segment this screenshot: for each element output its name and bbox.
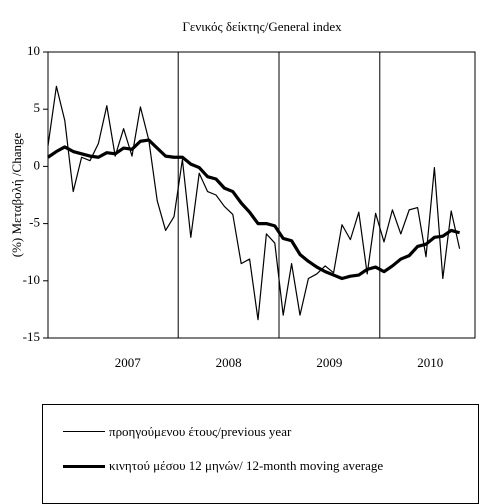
x-tick-label: 2008 — [216, 355, 242, 370]
legend-label: κινητού μέσου 12 μηνών/ 12-month moving … — [109, 458, 384, 473]
legend-swatch — [63, 465, 105, 469]
y-axis-label: (%) Μεταβολή /Change — [9, 133, 24, 258]
y-tick-label: 5 — [34, 100, 41, 115]
legend-entry: προηγούμενου έτους/previous year — [63, 423, 409, 440]
y-tick-label: 0 — [34, 157, 41, 172]
chart: Γενικός δείκτης/General index (%) Μεταβο… — [9, 19, 476, 370]
y-tick-label: -15 — [23, 329, 40, 344]
x-tick-label: 2010 — [417, 355, 443, 370]
y-tick-label: -10 — [23, 272, 40, 287]
x-tick-label: 2009 — [316, 355, 342, 370]
y-tick-label: 10 — [27, 43, 40, 58]
legend: προηγούμενου έτους/previous year κινητού … — [42, 404, 479, 504]
series-line — [47, 138, 461, 281]
legend-entry: κινητού μέσου 12 μηνών/ 12-month moving … — [63, 457, 409, 474]
legend-swatch — [63, 431, 105, 433]
series-line — [47, 85, 461, 321]
legend-label: προηγούμενου έτους/previous year — [109, 424, 292, 439]
plot-frame — [47, 51, 476, 339]
chart-title: Γενικός δείκτης/General index — [182, 19, 342, 34]
y-tick-label: -5 — [29, 215, 40, 230]
x-tick-label: 2007 — [115, 355, 142, 370]
